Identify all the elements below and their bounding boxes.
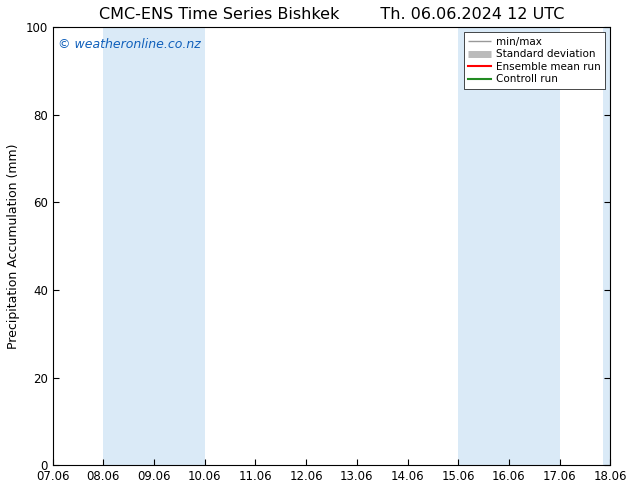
- Bar: [103, 27, 205, 465]
- Title: CMC-ENS Time Series Bishkek        Th. 06.06.2024 12 UTC: CMC-ENS Time Series Bishkek Th. 06.06.20…: [99, 7, 564, 22]
- Bar: [603, 27, 611, 465]
- Legend: min/max, Standard deviation, Ensemble mean run, Controll run: min/max, Standard deviation, Ensemble me…: [464, 32, 605, 89]
- Y-axis label: Precipitation Accumulation (mm): Precipitation Accumulation (mm): [7, 144, 20, 349]
- Text: © weatheronline.co.nz: © weatheronline.co.nz: [58, 38, 201, 51]
- Bar: [458, 27, 560, 465]
